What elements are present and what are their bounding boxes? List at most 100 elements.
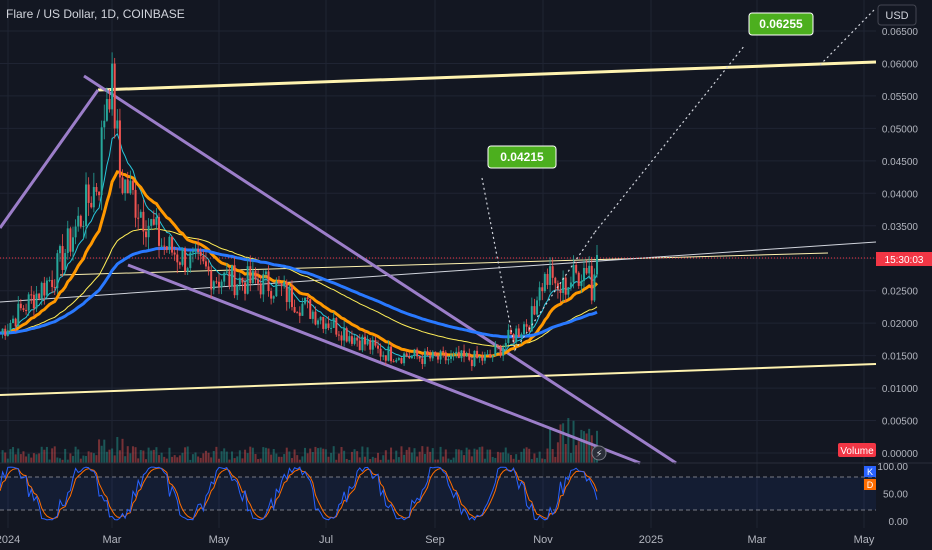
candle-body xyxy=(353,337,356,344)
volume-bar xyxy=(150,450,153,463)
candle-body xyxy=(582,267,585,282)
volume-bar xyxy=(137,458,140,463)
candle-body xyxy=(489,354,492,358)
volume-bar xyxy=(155,447,158,463)
volume-bar xyxy=(337,453,340,463)
price-tick-label: 0.06500 xyxy=(882,27,919,38)
candle-body xyxy=(468,353,471,360)
candle-body xyxy=(400,358,403,364)
volume-bar xyxy=(319,447,322,463)
candle-body xyxy=(572,264,575,283)
candle-body xyxy=(64,253,67,271)
target-label-mid[interactable]: 0.04215 xyxy=(487,145,557,169)
candle-body xyxy=(322,316,325,329)
volume-bar xyxy=(212,450,215,463)
volume-bar xyxy=(51,448,54,463)
candle-body xyxy=(515,328,518,343)
currency-button[interactable] xyxy=(877,4,917,26)
candle-body xyxy=(397,358,400,360)
volume-bar xyxy=(304,447,307,463)
volume-bar xyxy=(444,449,447,463)
time-tick-label: Nov xyxy=(533,534,553,546)
price-tick-label: 0.04000 xyxy=(882,189,919,200)
volume-bar xyxy=(549,428,552,463)
candle-body xyxy=(538,287,541,301)
volume-bar xyxy=(439,446,442,463)
volume-bar xyxy=(418,451,421,463)
volume-bar xyxy=(499,452,502,463)
volume-bar xyxy=(569,452,572,463)
candle-body xyxy=(35,293,38,309)
falling-wedge-lower xyxy=(127,263,641,465)
candle-body xyxy=(98,191,101,196)
candle-body xyxy=(588,265,591,274)
price-tick-label: 0.01000 xyxy=(882,384,919,395)
volume-bar xyxy=(585,433,588,463)
candle-body xyxy=(377,345,380,349)
volume-bar xyxy=(306,453,309,463)
candle-body xyxy=(442,350,445,353)
target-label-high[interactable]: 0.06255 xyxy=(748,12,814,36)
volume-bar xyxy=(267,448,270,463)
volume-bar xyxy=(374,457,377,463)
volume-bar xyxy=(207,452,210,463)
lightning-glyph: ⚡ xyxy=(595,449,602,460)
volume-bar xyxy=(6,458,9,463)
volume-bar xyxy=(405,449,408,463)
volume-bar xyxy=(429,451,432,463)
volume-bar xyxy=(251,447,254,463)
volume-bar xyxy=(575,445,578,463)
volume-bar xyxy=(95,455,98,463)
volume-bar xyxy=(116,436,119,463)
candle-body xyxy=(298,312,301,316)
volume-bar xyxy=(1,450,4,463)
candle-body xyxy=(460,350,463,359)
volume-bar xyxy=(197,456,200,463)
volume-bar xyxy=(290,458,293,463)
volume-bar xyxy=(363,456,366,463)
volume-bar xyxy=(210,457,213,463)
volume-bar xyxy=(416,456,419,463)
volume-bar xyxy=(457,449,460,463)
volume-bar xyxy=(71,455,74,463)
candle-body xyxy=(48,279,51,281)
candle-body xyxy=(439,350,442,360)
volume-bar xyxy=(275,453,278,463)
candle-body xyxy=(158,217,161,246)
volume-bar xyxy=(272,448,275,463)
volume-bar xyxy=(176,457,179,463)
candle-body xyxy=(223,272,226,282)
volume-bar xyxy=(486,449,489,463)
currency-label[interactable]: USD xyxy=(885,10,908,22)
volume-bar xyxy=(173,455,176,463)
candle-body xyxy=(90,202,93,208)
price-tick-label: 0.03500 xyxy=(882,222,919,233)
candle-body xyxy=(546,273,549,285)
candle-body xyxy=(358,340,361,351)
volume-bar xyxy=(512,458,515,463)
candle-body xyxy=(194,248,197,252)
candle-body xyxy=(340,335,343,341)
candle-body xyxy=(25,309,28,311)
volume-bar xyxy=(233,458,236,463)
candle-body xyxy=(530,306,533,332)
candle-body xyxy=(22,308,25,310)
candle-body xyxy=(40,282,43,299)
candle-body xyxy=(387,346,390,361)
candle-body xyxy=(416,349,419,357)
candle-body xyxy=(356,337,359,341)
candle-body xyxy=(66,228,69,254)
candle-body xyxy=(85,184,88,227)
candle-body xyxy=(580,281,583,286)
candle-body xyxy=(478,356,481,358)
volume-bar xyxy=(530,459,533,463)
candle-body xyxy=(410,355,413,359)
candle-body xyxy=(210,270,213,290)
candle-body xyxy=(231,265,234,287)
lightning-icon[interactable] xyxy=(591,445,607,461)
volume-bar xyxy=(82,455,85,463)
volume-bar xyxy=(324,449,327,463)
volume-bar xyxy=(366,447,369,463)
candle-body xyxy=(496,345,499,347)
